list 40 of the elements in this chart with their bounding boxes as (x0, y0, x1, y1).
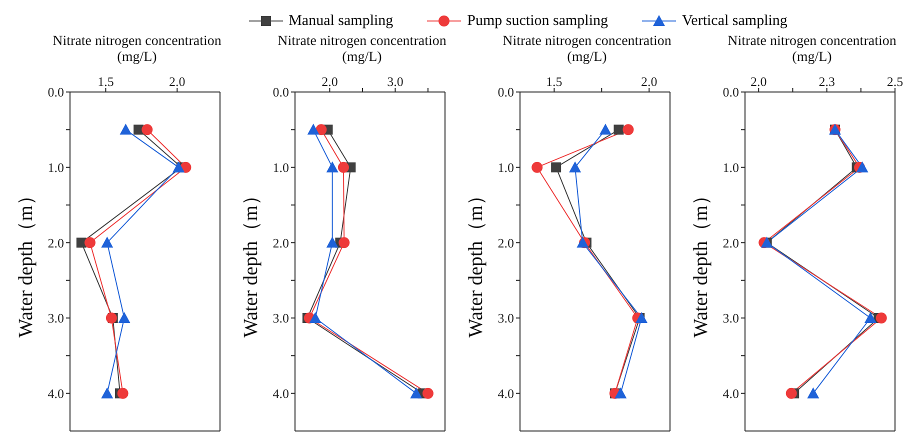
y-tick-label: 2.0 (722, 235, 739, 250)
x-axis-title: Nitrate nitrogen concentration (mg/L) (726, 34, 898, 67)
x-axis-title: Nitrate nitrogen concentration (mg/L) (502, 34, 672, 67)
y-tick-label: 0.0 (722, 84, 739, 100)
y-tick-label: 4.0 (272, 386, 289, 401)
y-tick-label: 1.0 (272, 160, 289, 175)
legend-label: Vertical sampling (682, 12, 788, 30)
y-axis-title: Water depth（m） (240, 185, 262, 338)
y-tick-label: 0.0 (498, 84, 514, 100)
x-tick-label: 2.0 (322, 74, 338, 89)
y-axis-title: Water depth（m） (15, 185, 37, 338)
y-tick-label: 3.0 (722, 310, 739, 326)
y-tick-label: 1.0 (722, 160, 739, 175)
x-tick-label: 2.3 (818, 74, 835, 89)
legend-label: Manual sampling (288, 12, 394, 30)
x-axis-title: Nitrate nitrogen concentration (mg/L) (52, 34, 222, 67)
x-tick-label: 2.5 (886, 74, 904, 89)
y-tick-label: 3.0 (48, 310, 64, 326)
x-axis-title: Nitrate nitrogen concentration (mg/L) (276, 34, 448, 67)
y-tick-label: 3.0 (498, 310, 514, 326)
y-axis-title: Water depth（m） (465, 185, 487, 338)
y-tick-label: 2.0 (498, 235, 514, 250)
x-tick-label: 1.5 (546, 74, 562, 89)
y-tick-label: 2.0 (272, 235, 289, 250)
x-tick-label: 2.0 (169, 74, 186, 89)
y-tick-label: 3.0 (272, 310, 289, 326)
y-tick-label: 4.0 (722, 386, 739, 401)
y-tick-label: 4.0 (48, 386, 64, 401)
x-tick-label: 1.5 (98, 74, 114, 89)
y-tick-label: 1.0 (48, 160, 64, 175)
y-tick-label: 0.0 (48, 84, 64, 100)
x-tick-label: 3.0 (387, 74, 404, 89)
y-tick-label: 1.0 (498, 160, 514, 175)
y-axis-title: Water depth（m） (690, 185, 712, 338)
legend-label: Pump suction sampling (467, 12, 608, 30)
x-tick-label: 2.0 (640, 74, 658, 89)
y-tick-label: 0.0 (272, 84, 289, 100)
y-tick-label: 2.0 (48, 235, 64, 250)
y-tick-label: 4.0 (498, 386, 514, 401)
x-tick-label: 2.0 (750, 74, 767, 89)
